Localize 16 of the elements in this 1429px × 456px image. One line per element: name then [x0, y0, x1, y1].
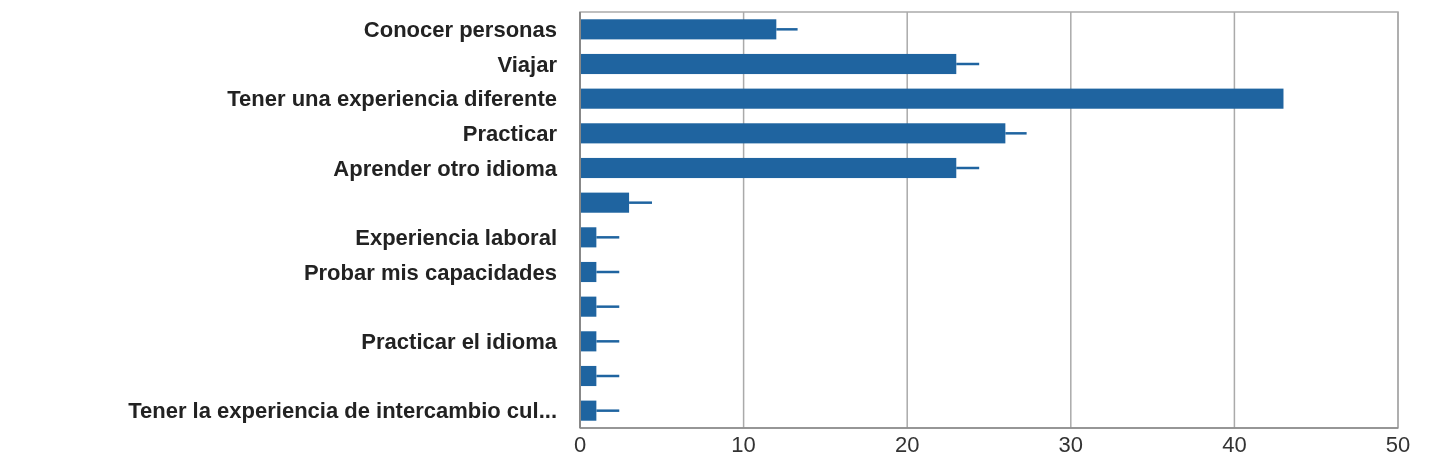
y-tick-label: Probar mis capacidades [303, 259, 557, 285]
y-tick-label: Tener la experiencia de intercambio cul... [128, 398, 557, 424]
y-tick-label: Practicar [462, 121, 558, 147]
y-tick-label: Experiencia laboral [355, 225, 557, 251]
y-tick-label: Practicar el idioma [361, 329, 558, 355]
y-tick-label: Viajar [497, 51, 558, 77]
x-tick-label: 40 [1222, 432, 1247, 456]
x-tick-label: 30 [1058, 432, 1084, 456]
y-tick-label: Tener una experiencia diferente [227, 86, 557, 112]
x-tick-label: 20 [894, 432, 920, 456]
x-tick-label: 0 [573, 432, 587, 456]
x-tick-label: 10 [731, 432, 756, 456]
y-tick-label: Aprender otro idioma [333, 155, 558, 181]
bar [580, 88, 1284, 109]
x-tick-label: 50 [1385, 432, 1411, 456]
y-tick-label: Conocer personas [363, 17, 557, 43]
